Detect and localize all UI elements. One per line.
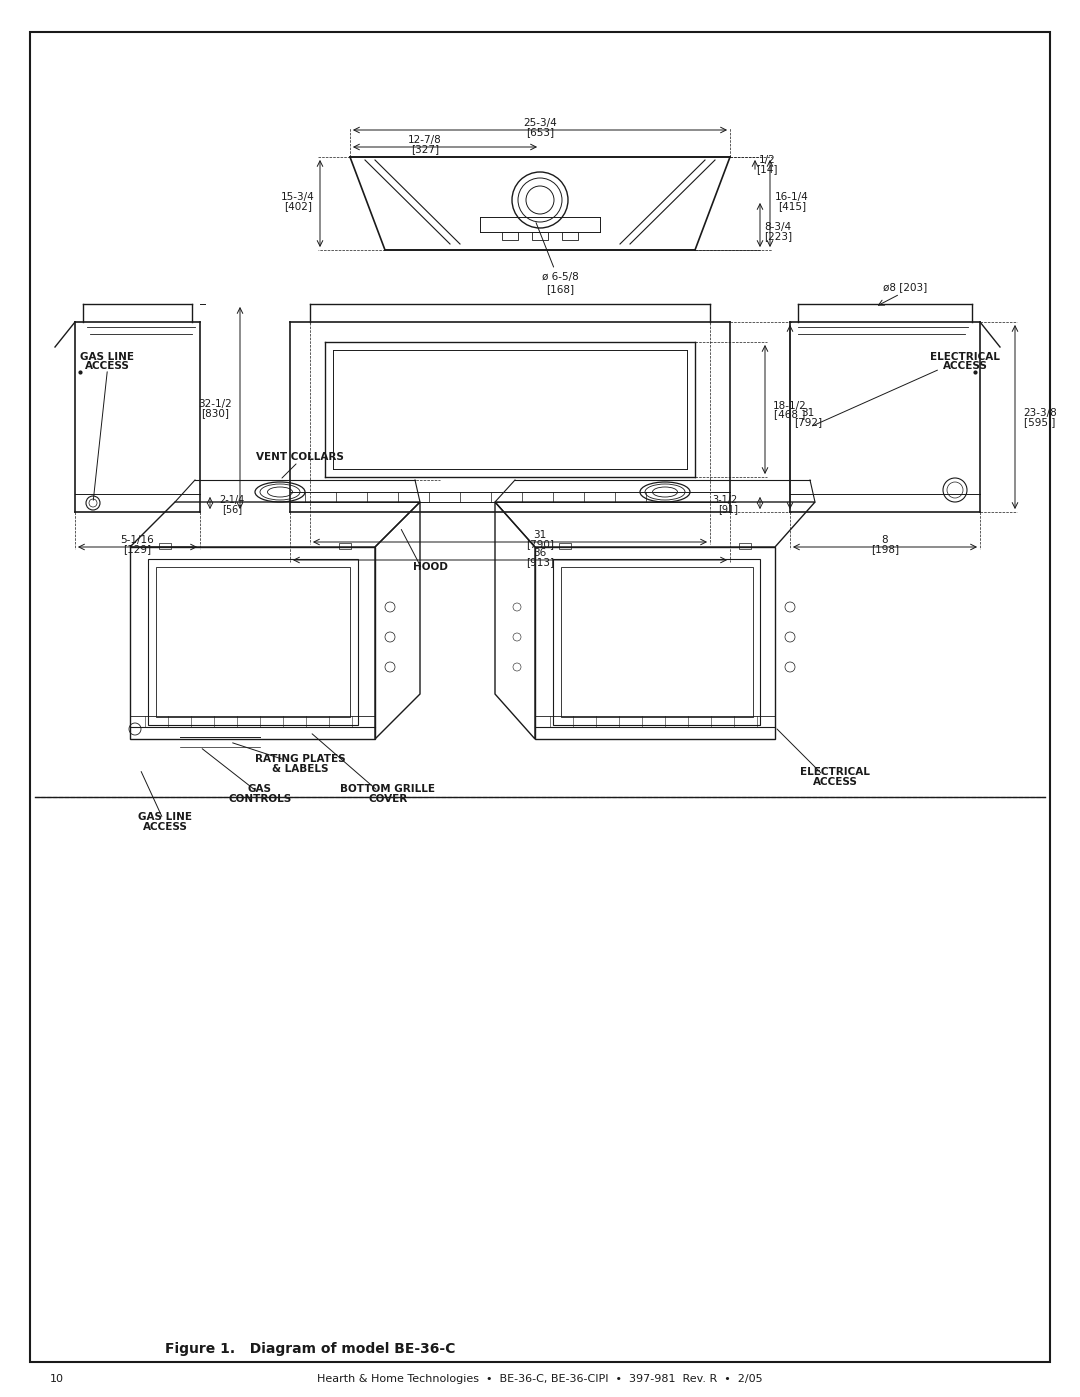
Text: GAS: GAS <box>248 784 272 793</box>
Text: ø 6-5/8
[168]: ø 6-5/8 [168] <box>536 222 579 293</box>
Text: [792]: [792] <box>794 416 822 427</box>
Text: BOTTOM GRILLE: BOTTOM GRILLE <box>340 784 435 793</box>
Text: HOOD: HOOD <box>413 562 447 571</box>
Text: [415]: [415] <box>778 201 806 211</box>
Text: 10: 10 <box>50 1375 64 1384</box>
Bar <box>562 232 578 240</box>
Text: VENT COLLARS: VENT COLLARS <box>256 453 343 462</box>
Text: 18-1/2: 18-1/2 <box>773 401 807 411</box>
Text: 31: 31 <box>534 529 546 541</box>
Text: ELECTRICAL: ELECTRICAL <box>800 767 869 777</box>
Text: COVER: COVER <box>368 793 407 805</box>
Text: 5-1/16: 5-1/16 <box>121 535 154 545</box>
Text: [402]: [402] <box>284 201 312 211</box>
Text: GAS LINE: GAS LINE <box>138 812 192 821</box>
Text: [653]: [653] <box>526 127 554 137</box>
Text: [595 ]: [595 ] <box>1024 416 1055 427</box>
Text: ø8 [203]: ø8 [203] <box>882 282 927 292</box>
Text: 1/2: 1/2 <box>758 155 775 165</box>
Text: 3-1/2: 3-1/2 <box>713 495 738 504</box>
Text: CONTROLS: CONTROLS <box>228 793 292 805</box>
Text: Hearth & Home Technologies  •  BE-36-C, BE-36-CIPI  •  397-981  Rev. R  •  2/05: Hearth & Home Technologies • BE-36-C, BE… <box>318 1375 762 1384</box>
Text: [91]: [91] <box>718 504 738 514</box>
Bar <box>159 543 171 549</box>
Text: 25-3/4: 25-3/4 <box>523 117 557 129</box>
Bar <box>739 543 751 549</box>
Text: ACCESS: ACCESS <box>812 777 858 787</box>
Text: [468 ]: [468 ] <box>774 409 806 419</box>
Bar <box>502 232 518 240</box>
Text: ACCESS: ACCESS <box>85 360 130 372</box>
Text: 8-3/4: 8-3/4 <box>765 222 792 232</box>
Bar <box>339 543 351 549</box>
Bar <box>532 232 548 240</box>
Text: ELECTRICAL: ELECTRICAL <box>930 352 1000 362</box>
Text: [198]: [198] <box>870 543 899 555</box>
Text: 32-1/2: 32-1/2 <box>198 400 232 409</box>
Text: [129]: [129] <box>123 543 151 555</box>
Text: [223]: [223] <box>764 231 792 242</box>
Bar <box>559 543 571 549</box>
Text: [56]: [56] <box>221 504 242 514</box>
Text: [913]: [913] <box>526 557 554 567</box>
Text: 8: 8 <box>881 535 889 545</box>
Text: RATING PLATES: RATING PLATES <box>255 754 346 764</box>
Text: ACCESS: ACCESS <box>943 360 987 372</box>
Text: 12-7/8: 12-7/8 <box>408 136 442 145</box>
Text: GAS LINE: GAS LINE <box>81 352 135 362</box>
Text: 23-3/8: 23-3/8 <box>1023 408 1057 418</box>
Text: [830]: [830] <box>201 408 229 418</box>
Text: [790]: [790] <box>526 539 554 549</box>
Text: [14]: [14] <box>756 163 778 175</box>
Text: 36: 36 <box>534 548 546 557</box>
Text: 31: 31 <box>801 408 814 418</box>
Text: Figure 1.   Diagram of model BE-36-C: Figure 1. Diagram of model BE-36-C <box>165 1343 456 1356</box>
Text: & LABELS: & LABELS <box>272 764 328 774</box>
Text: 16-1/4: 16-1/4 <box>775 191 809 203</box>
Text: 15-3/4: 15-3/4 <box>281 191 315 203</box>
Text: 2-1/4: 2-1/4 <box>219 495 245 504</box>
Text: [327]: [327] <box>410 144 440 154</box>
Text: ACCESS: ACCESS <box>143 821 188 833</box>
